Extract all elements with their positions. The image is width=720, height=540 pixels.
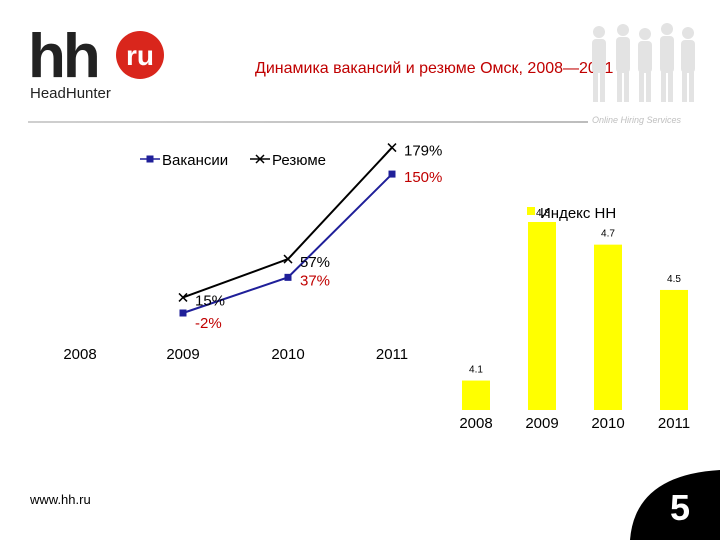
logo-sub-text: HeadHunter bbox=[30, 85, 111, 102]
legend-entry: Резюме bbox=[272, 152, 326, 169]
legend-entry: Вакансии bbox=[162, 152, 228, 169]
tagline: Online Hiring Services bbox=[592, 115, 682, 125]
data-label: 37% bbox=[300, 272, 330, 289]
legend-marker bbox=[146, 155, 154, 163]
logo-main-text: hh bbox=[28, 22, 98, 91]
data-point bbox=[178, 292, 188, 302]
data-label: 15% bbox=[195, 292, 225, 309]
data-point bbox=[284, 273, 292, 281]
site-url[interactable]: www.hh.ru bbox=[30, 492, 91, 507]
people-silhouettes-icon bbox=[592, 23, 695, 102]
page-number: 5 bbox=[670, 487, 690, 528]
data-point bbox=[179, 309, 187, 317]
page-number-badge: 5 bbox=[630, 470, 720, 540]
legend-marker bbox=[255, 154, 265, 164]
data-point bbox=[388, 170, 396, 178]
x-tick-label: 2011 bbox=[376, 346, 408, 363]
data-label: 179% bbox=[404, 143, 442, 160]
headhunter-logo: hh ru HeadHunter bbox=[28, 22, 164, 102]
data-label: 150% bbox=[404, 169, 442, 186]
x-tick-label: 2010 bbox=[271, 346, 304, 363]
slide-title: Динамика вакансий и резюме Омск, 2008—20… bbox=[255, 60, 627, 77]
header-divider bbox=[28, 121, 588, 123]
logo-badge-text: ru bbox=[126, 40, 154, 71]
data-point bbox=[283, 254, 293, 264]
x-tick-label: 2009 bbox=[166, 346, 199, 363]
data-label: 57% bbox=[300, 254, 330, 271]
logo-badge-circle bbox=[116, 31, 164, 79]
data-label: -2% bbox=[195, 315, 222, 332]
data-point bbox=[387, 143, 397, 153]
x-tick-label: 2008 bbox=[63, 346, 96, 363]
